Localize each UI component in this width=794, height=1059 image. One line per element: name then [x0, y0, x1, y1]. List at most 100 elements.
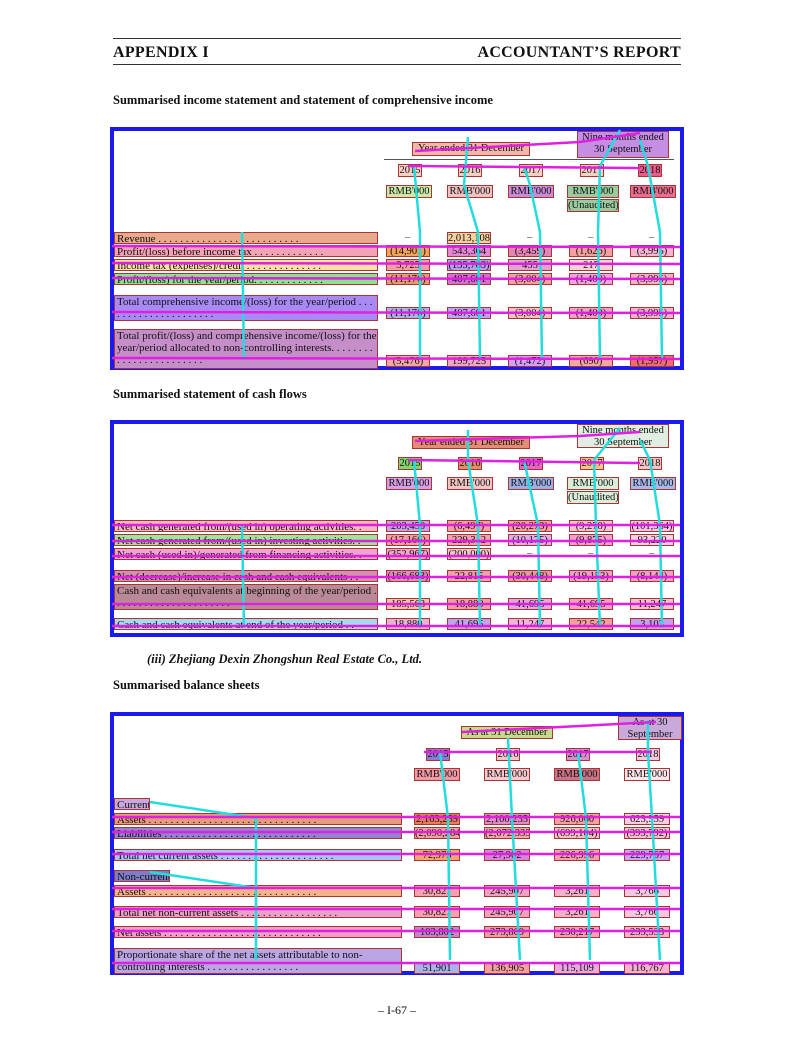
cash-cell-0-0: 203,450	[386, 520, 430, 532]
balance-cell-5-0: 30,827	[414, 885, 460, 897]
balance-cell-3-0: 72,975	[414, 849, 460, 861]
cash-cell-3-4: (8,144)	[630, 570, 674, 582]
income-section-title: Summarised income statement and statemen…	[113, 93, 493, 107]
cash-row-label-0: Net cash generated from/(used in) operat…	[114, 520, 378, 532]
income-cell-2-2: 455	[508, 259, 552, 271]
balance-asat-group: As at 30 September	[618, 716, 682, 740]
page-number: – I-67 –	[378, 1003, 416, 1017]
cash-row-label-2: Net cash (used in)/generated from financ…	[114, 548, 378, 560]
cash-unit-4: RMB'000	[567, 477, 619, 490]
balance-cell-3-1: 27,902	[484, 849, 530, 861]
cash-unit-2: RMB'000	[447, 477, 493, 490]
income-cell-1-2: (3,459)	[508, 245, 552, 257]
income-unit-4: RMB'000	[567, 185, 619, 198]
balance-cell-8-3: 116,767	[624, 962, 670, 974]
cash-table: Year ended 31 December Nine months ended…	[110, 420, 684, 637]
income-unit-2: RMB'000	[447, 185, 493, 198]
cash-cell-3-1: 22,815	[447, 570, 491, 582]
balance-cell-1-3: 623,559	[624, 813, 670, 825]
income-cell-4-1: 407,601	[447, 307, 491, 319]
balance-section-title: Summarised balance sheets	[113, 678, 260, 692]
cash-cell-4-4: 11,247	[630, 598, 674, 610]
balance-cell-2-0: (2,090,284)	[414, 827, 460, 839]
balance-year-2015: 2015	[426, 748, 450, 761]
income-cell-2-1: (135,763)	[447, 259, 491, 271]
income-cell-0-3: –	[588, 232, 594, 243]
income-unit-1: RMB'000	[386, 185, 432, 198]
balance-row-label-0: Current	[114, 798, 150, 810]
income-cell-2-3: 217	[569, 259, 613, 271]
income-cell-0-1: 2,013,108	[447, 232, 491, 244]
balance-row-label-2: Liabilities . . . . . . . . . . . . . . …	[114, 827, 402, 839]
report-title: ACCOUNTANT’S REPORT	[477, 44, 681, 61]
balance-year-group: As at 31 December	[461, 726, 553, 739]
cash-cell-5-1: 41,695	[447, 618, 491, 630]
balance-row-label-7: Net assets . . . . . . . . . . . . . . .…	[114, 926, 402, 938]
income-cell-1-3: (1,626)	[569, 245, 613, 257]
balance-unit-2: RMB'000	[484, 768, 530, 781]
income-year-2017-nine: 2017	[580, 164, 604, 177]
balance-row-label-1: Assets . . . . . . . . . . . . . . . . .…	[114, 813, 402, 825]
income-cell-0-2: –	[527, 232, 533, 243]
balance-cell-7-2: 230,217	[554, 926, 600, 938]
income-cell-1-4: (3,995)	[630, 245, 674, 257]
income-row-label-2: Income tax (expenses)/credit . . . . . .…	[114, 259, 378, 271]
cash-row-label-3: Net (decrease)/increase in cash and cash…	[114, 570, 378, 582]
balance-cell-6-0: 30,827	[414, 906, 460, 918]
income-year-2015: 2015	[398, 164, 422, 177]
cash-cell-2-4: –	[649, 548, 655, 559]
balance-cell-3-3: 229,767	[624, 849, 670, 861]
income-cell-0-0: –	[405, 232, 411, 243]
balance-cell-5-1: 245,907	[484, 885, 530, 897]
balance-year-2017: 2017	[566, 748, 590, 761]
balance-row-label-4: Non-current	[114, 870, 170, 882]
income-cell-1-1: 543,364	[447, 245, 491, 257]
entity-subtitle: (iii) Zhejiang Dexin Zhongshun Real Esta…	[147, 652, 423, 666]
income-cell-5-3: (690)	[569, 355, 613, 367]
cash-cell-4-3: 41,695	[569, 598, 613, 610]
header-rule	[113, 64, 681, 65]
income-cell-3-4: (3,995)	[630, 273, 674, 285]
cash-cell-1-3: (9,875)	[569, 534, 613, 546]
cash-year-2017-nine: 2017	[580, 457, 604, 470]
top-rule	[113, 38, 681, 39]
income-cell-5-0: (5,476)	[386, 355, 430, 367]
balance-unit-1: RMB'000	[414, 768, 460, 781]
balance-cell-8-0: 51,901	[414, 962, 460, 974]
cash-unaudited: (Unaudited)	[567, 491, 619, 504]
cash-cell-2-3: –	[588, 548, 594, 559]
balance-cell-2-3: (393,792)	[624, 827, 670, 839]
balance-cell-5-3: 3,766	[624, 885, 670, 897]
cash-cell-5-4: 3,103	[630, 618, 674, 630]
cash-cell-1-2: (10,175)	[508, 534, 552, 546]
income-table: Year ended 31 December Nine months ended…	[110, 127, 684, 370]
cash-cell-4-2: 41,695	[508, 598, 552, 610]
cash-cell-2-2: –	[527, 548, 533, 559]
income-cell-1-0: (14,901)	[386, 245, 430, 257]
cash-year-group: Year ended 31 December	[412, 436, 530, 449]
income-cell-4-2: (3,004)	[508, 307, 552, 319]
cash-section-title: Summarised statement of cash flows	[113, 387, 307, 401]
cash-cell-0-2: (20,273)	[508, 520, 552, 532]
balance-table: As at 31 December As at 30 September 201…	[110, 712, 684, 975]
cash-cell-1-1: 229,312	[447, 534, 491, 546]
income-unit-3: RMB'000	[508, 185, 554, 198]
cash-cell-1-4: 93,220	[630, 534, 674, 546]
cash-unit-3: RMB'000	[508, 477, 554, 490]
income-cell-4-3: (1,409)	[569, 307, 613, 319]
balance-cell-6-3: 3,766	[624, 906, 670, 918]
balance-unit-4: RMB'000	[624, 768, 670, 781]
income-row-label-1: Profit/(loss) before income tax . . . . …	[114, 245, 378, 257]
cash-cell-0-4: (101,364)	[630, 520, 674, 532]
income-cell-3-2: (3,004)	[508, 273, 552, 285]
balance-row-label-3: Total net current assets . . . . . . . .…	[114, 849, 402, 861]
balance-cell-2-1: (2,072,333)	[484, 827, 530, 839]
balance-cell-7-3: 233,533	[624, 926, 670, 938]
income-year-2017: 2017	[519, 164, 543, 177]
balance-row-label-6: Total net non-current assets . . . . . .…	[114, 906, 402, 918]
income-cell-2-4: –	[649, 259, 655, 270]
cash-cell-0-1: (6,497)	[447, 520, 491, 532]
cash-row-label-1: Net cash generated from/(used in) invest…	[114, 534, 378, 546]
balance-cell-8-2: 115,109	[554, 962, 600, 974]
cash-cell-4-1: 18,880	[447, 598, 491, 610]
